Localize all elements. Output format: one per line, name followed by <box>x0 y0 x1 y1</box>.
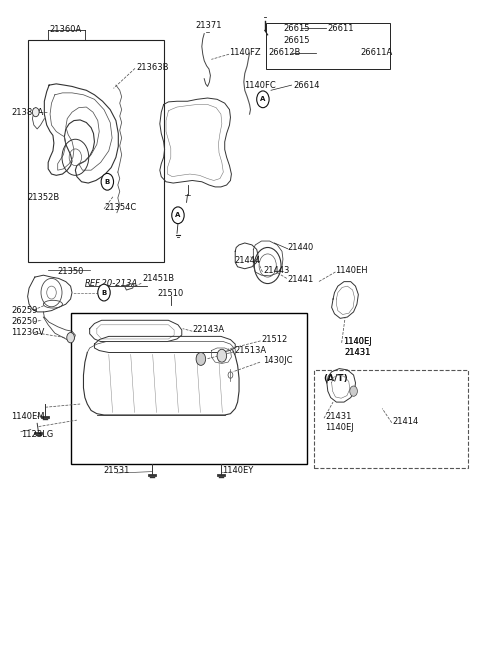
Text: A: A <box>260 96 265 102</box>
Circle shape <box>217 349 227 362</box>
Text: B: B <box>101 290 107 296</box>
Text: 21510: 21510 <box>157 289 184 298</box>
Text: 21513A: 21513A <box>234 346 266 355</box>
Text: 26615: 26615 <box>283 24 310 33</box>
Text: 21431: 21431 <box>344 348 371 357</box>
Text: 21431: 21431 <box>344 348 371 357</box>
Text: 21352B: 21352B <box>28 193 60 203</box>
Text: 21512: 21512 <box>262 335 288 344</box>
Text: 21431: 21431 <box>325 412 351 421</box>
Text: 1140FZ: 1140FZ <box>229 49 261 58</box>
Text: (A/T): (A/T) <box>324 374 348 383</box>
Circle shape <box>257 91 269 107</box>
Text: 26612B: 26612B <box>269 49 301 58</box>
Text: REF.20-213A: REF.20-213A <box>85 279 138 288</box>
Text: 1140FC: 1140FC <box>244 81 276 90</box>
Text: B: B <box>105 179 110 185</box>
Text: 21354C: 21354C <box>104 203 136 212</box>
Text: 1140EJ: 1140EJ <box>343 337 372 346</box>
Text: 21441: 21441 <box>288 275 314 284</box>
Text: 26259: 26259 <box>11 306 37 315</box>
Circle shape <box>33 107 39 116</box>
Text: A: A <box>175 212 180 218</box>
Text: 21444: 21444 <box>234 256 261 265</box>
Text: 1123GV: 1123GV <box>11 328 44 337</box>
Bar <box>71 313 307 464</box>
Text: 21440: 21440 <box>288 243 314 252</box>
Circle shape <box>98 284 110 301</box>
Circle shape <box>350 386 358 397</box>
Bar <box>314 370 468 468</box>
Text: 21443: 21443 <box>263 266 289 275</box>
Circle shape <box>196 353 205 366</box>
Text: 1140EY: 1140EY <box>222 466 253 475</box>
Text: 26250: 26250 <box>11 317 37 326</box>
Text: 26611A: 26611A <box>360 49 393 58</box>
Text: 1140EJ: 1140EJ <box>343 337 372 346</box>
Circle shape <box>67 333 74 343</box>
Text: 21360A: 21360A <box>50 25 82 34</box>
Text: 21451B: 21451B <box>142 274 174 283</box>
Text: 1430JC: 1430JC <box>263 356 292 366</box>
Text: 26614: 26614 <box>293 81 320 90</box>
Text: 21414: 21414 <box>393 417 419 426</box>
Text: 21350: 21350 <box>58 267 84 276</box>
Text: 21371: 21371 <box>196 21 222 30</box>
Bar <box>28 40 164 262</box>
Text: 1123LG: 1123LG <box>22 430 54 439</box>
Text: 21363B: 21363B <box>136 63 168 72</box>
Circle shape <box>172 207 184 224</box>
Text: 1140EM: 1140EM <box>11 412 45 421</box>
Text: 1140EJ: 1140EJ <box>325 423 354 432</box>
Text: 1140EH: 1140EH <box>336 266 368 275</box>
Text: 22143A: 22143A <box>192 325 225 334</box>
Text: 26611: 26611 <box>328 24 354 33</box>
Text: 21381A: 21381A <box>11 108 43 117</box>
Text: 26615: 26615 <box>283 36 310 45</box>
Text: 21531: 21531 <box>104 466 130 475</box>
Circle shape <box>101 173 114 190</box>
Bar <box>266 23 390 69</box>
